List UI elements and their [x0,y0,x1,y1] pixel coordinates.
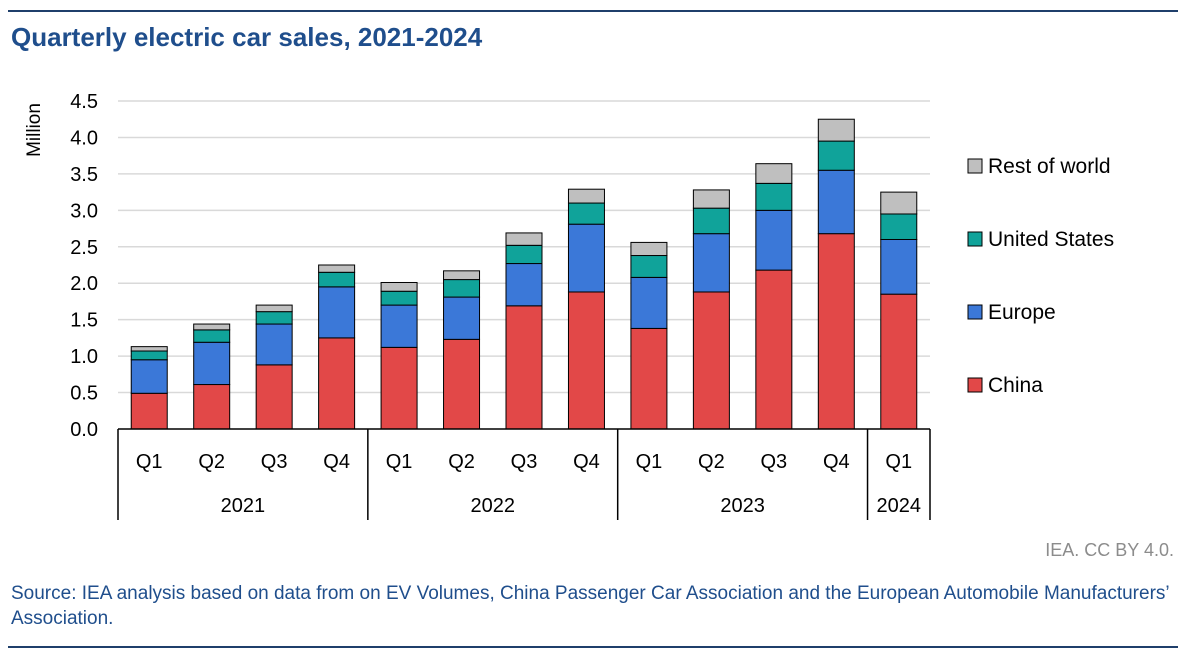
credit-text: IEA. CC BY 4.0. [1045,540,1174,560]
x-tick-label: Q2 [448,451,475,473]
bar-segment-europe [567,223,605,293]
bar-segment-united-states [193,329,231,343]
x-tick-label: Q3 [761,451,788,473]
bar-segment-united-states [817,140,855,171]
bar-segment-europe [255,323,293,366]
legend-swatch [967,304,983,320]
bar-segment-rest-of-world [567,188,605,204]
bar-segment-china [505,305,543,430]
top-rule [8,10,1178,12]
bar-segment-europe [443,296,481,340]
y-tick-label: 2.0 [70,273,98,295]
bar-segment-europe [193,341,231,386]
bar-segment-united-states [692,207,730,235]
x-group-label: 2023 [720,495,765,517]
y-tick-label: 0.0 [70,419,98,441]
bar-segment-rest-of-world [630,241,668,257]
x-tick-label: Q1 [386,451,413,473]
bar-segment-china [755,269,793,430]
bar-segment-china [318,337,356,430]
bar-segment-china [817,233,855,430]
bar-segment-china [130,392,168,430]
bar-segment-china [443,338,481,430]
legend-swatch [967,377,983,393]
bar-segment-china [380,346,418,430]
x-tick-label: Q1 [885,451,912,473]
y-tick-label: 0.5 [70,383,98,405]
legend-swatch [967,231,983,247]
bar-segment-europe [817,169,855,235]
y-tick-label: 4.5 [70,91,98,113]
y-tick-label: 1.0 [70,346,98,368]
bar-segment-united-states [630,255,668,278]
bar-segment-rest-of-world [880,191,918,215]
bar-segment-rest-of-world [380,281,418,292]
bar-segment-europe [318,286,356,339]
legend-label: China [988,374,1043,397]
x-tick-label: Q4 [573,451,600,473]
legend-label: United States [988,228,1114,251]
x-group-label: 2024 [877,495,922,517]
x-tick-label: Q3 [261,451,288,473]
bar-segment-rest-of-world [318,264,356,273]
bar-segment-rest-of-world [692,189,730,209]
bar-segment-united-states [130,350,168,361]
bar-segment-europe [380,304,418,348]
x-tick-label: Q1 [136,451,163,473]
y-tick-label: 3.0 [70,200,98,222]
bar-segment-united-states [755,182,793,211]
x-tick-label: Q4 [823,451,850,473]
x-tick-label: Q4 [323,451,350,473]
bar-segment-united-states [880,213,918,240]
bar-segment-europe [692,233,730,293]
bar-segment-rest-of-world [755,163,793,184]
bar-segment-europe [630,276,668,329]
y-tick-label: 2.5 [70,237,98,259]
y-axis-label: Million [24,103,45,157]
x-group-label: 2021 [221,495,266,517]
y-tick-label: 1.5 [70,310,98,332]
x-tick-label: Q2 [198,451,225,473]
bar-segment-united-states [318,271,356,288]
bar-segment-rest-of-world [255,304,293,313]
bar-segment-rest-of-world [193,323,231,331]
y-tick-label: 4.0 [70,127,98,149]
bar-segment-china [692,291,730,430]
legend-swatch [967,158,983,174]
bar-segment-rest-of-world [130,346,168,352]
bar-segment-united-states [567,202,605,225]
bar-segment-rest-of-world [443,270,481,281]
bar-segment-united-states [443,279,481,298]
bar-segment-united-states [380,290,418,306]
bar-segment-europe [505,263,543,307]
bar-segment-rest-of-world [505,232,543,246]
bar-segment-europe [130,359,168,394]
y-tick-label: 3.5 [70,164,98,186]
bottom-rule [8,646,1178,648]
bar-segment-china [193,384,231,430]
legend-label: Rest of world [988,155,1111,178]
bar-segment-united-states [505,244,543,265]
bar-segment-china [880,293,918,430]
x-tick-label: Q1 [636,451,663,473]
bar-segment-rest-of-world [817,118,855,142]
bar-segment-china [567,291,605,430]
bar-segment-europe [755,209,793,271]
x-tick-label: Q3 [511,451,538,473]
x-group-label: 2022 [471,495,516,517]
legend-label: Europe [988,301,1056,324]
source-note: Source: IEA analysis based on data from … [11,583,1169,629]
x-tick-label: Q2 [698,451,725,473]
bar-segment-europe [880,238,918,295]
bar-segment-united-states [255,311,293,325]
bar-segment-china [630,327,668,430]
bar-segment-china [255,364,293,430]
chart-title: Quarterly electric car sales, 2021-2024 [11,22,483,52]
